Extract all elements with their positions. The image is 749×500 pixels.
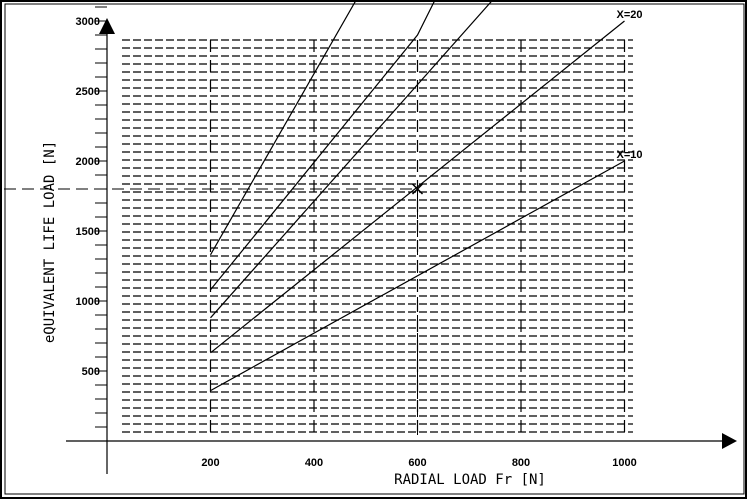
y-tick-label: 1000: [76, 296, 100, 308]
x-tick-label: 600: [408, 457, 426, 469]
y-axis-label: eQUIVALENT LIFE LOAD [N]: [42, 141, 58, 343]
series-line: [210, 0, 494, 319]
x-axis-label: RADIAL LOAD Fr [N]: [394, 472, 546, 488]
labels: X=10X=20X=30X=40X=50: [411, 9, 643, 195]
series-lines: [209, 0, 625, 392]
x-tick-label: 800: [512, 457, 530, 469]
x-tick-label: 200: [201, 457, 219, 469]
y-tick-label: 3000: [76, 16, 100, 28]
y-tick-label: 1500: [76, 226, 100, 238]
series-line: [210, 0, 436, 291]
series-line: [210, 160, 625, 392]
y-tick-label: 2000: [76, 156, 100, 168]
ticks: 200 400 600 800 1000 500 1000 1500 2000 2500 3000: [76, 6, 637, 469]
grid: [122, 39, 633, 433]
y-tick-label: 2500: [76, 86, 100, 98]
series-line: [210, 20, 625, 354]
series-line: [209, 0, 357, 256]
series-label: X=20: [617, 9, 643, 21]
y-axis-arrow: [99, 18, 115, 34]
x-tick-label: 1000: [612, 457, 636, 469]
marker-cross-b: [411, 183, 424, 195]
y-tick-label: 500: [82, 366, 100, 378]
series-label: X=10: [617, 149, 643, 161]
guides: [4, 188, 418, 441]
x-tick-label: 400: [305, 457, 323, 469]
x-axis-arrow: [722, 433, 737, 449]
inner-frame: [4, 3, 745, 495]
axes: [66, 18, 737, 474]
